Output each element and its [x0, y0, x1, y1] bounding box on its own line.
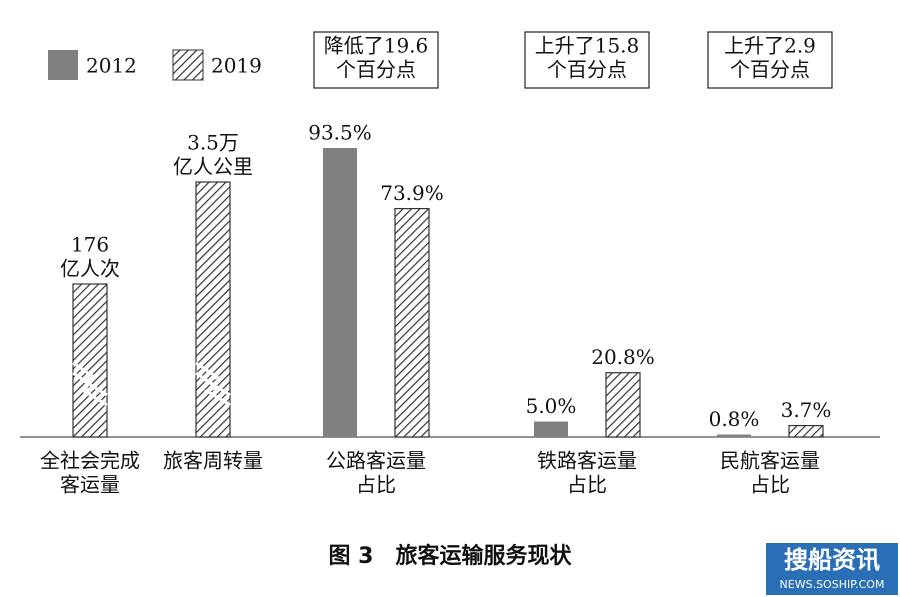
value-label: 20.8% — [591, 345, 655, 369]
bar — [534, 421, 568, 437]
x-tick-label: 民航客运量 — [720, 449, 820, 473]
annotation: 个百分点 — [547, 58, 627, 82]
legend-label: 2019 — [211, 54, 262, 78]
bar — [72, 283, 108, 438]
annotation: 个百分点 — [336, 58, 416, 82]
value-label: 3.7% — [781, 398, 832, 422]
value-label: 93.5% — [308, 121, 372, 145]
x-tick-label: 占比 — [356, 473, 396, 497]
x-tick-label: 占比 — [567, 473, 607, 497]
annotation: 降低了19.6 — [324, 34, 429, 58]
annotation-box — [707, 31, 833, 89]
x-tick-label: 铁路客运量 — [537, 449, 637, 473]
x-tick-label: 全社会完成 — [40, 449, 140, 473]
value-label: 5.0% — [526, 394, 577, 418]
annotation: 上升了15.8 — [535, 34, 640, 58]
x-tick-label: 旅客周转量 — [163, 449, 263, 473]
bar — [717, 434, 751, 437]
axis-break — [195, 371, 231, 407]
value-label: 0.8% — [709, 407, 760, 431]
x-tick-label: 占比 — [750, 473, 790, 497]
legend-swatch — [48, 50, 78, 80]
bar — [788, 424, 824, 438]
watermark-bg — [766, 543, 898, 595]
bar — [605, 372, 641, 438]
axis-break — [72, 371, 108, 407]
bar — [195, 181, 231, 438]
annotation-box — [524, 31, 650, 89]
legend-swatch — [172, 49, 204, 81]
value-label: 73.9% — [380, 181, 444, 205]
annotation: 上升了2.9 — [724, 34, 816, 58]
legend-label: 2012 — [86, 54, 137, 78]
value-label: 176 — [71, 233, 109, 257]
x-tick-label: 客运量 — [60, 473, 120, 497]
bar — [323, 148, 357, 437]
value-label: 亿人公里 — [173, 155, 253, 179]
bar — [394, 207, 430, 438]
annotation: 个百分点 — [730, 58, 810, 82]
watermark: 搜船资讯 — [784, 546, 880, 574]
value-label: 亿人次 — [60, 257, 120, 281]
caption: 图 3 旅客运输服务现状 — [329, 543, 573, 569]
x-tick-label: 公路客运量 — [326, 449, 426, 473]
annotation-box — [313, 31, 439, 89]
value-label: 3.5万 — [187, 131, 239, 155]
watermark-url: NEWS.SOSHIP.COM — [780, 578, 885, 591]
